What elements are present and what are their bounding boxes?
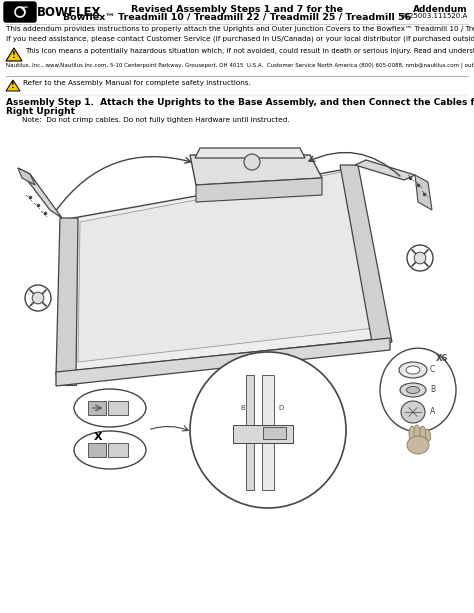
Circle shape (244, 154, 260, 170)
Text: Right Upright: Right Upright (6, 107, 75, 116)
Ellipse shape (401, 401, 425, 423)
Polygon shape (263, 427, 286, 439)
Ellipse shape (400, 383, 426, 397)
Circle shape (32, 292, 44, 304)
Circle shape (407, 245, 433, 271)
Polygon shape (88, 401, 106, 415)
Text: Revised Assembly Steps 1 and 7 for the: Revised Assembly Steps 1 and 7 for the (131, 5, 343, 14)
Circle shape (414, 252, 426, 264)
Text: This icon means a potentially hazardous situation which, if not avoided, could r: This icon means a potentially hazardous … (25, 48, 474, 54)
Text: B: B (430, 386, 435, 395)
Polygon shape (56, 338, 390, 386)
Polygon shape (56, 372, 76, 385)
Text: Refer to the Assembly Manual for complete safety instructions.: Refer to the Assembly Manual for complet… (23, 80, 251, 86)
Polygon shape (190, 155, 322, 185)
Ellipse shape (420, 426, 426, 440)
Text: B: B (240, 405, 245, 411)
Polygon shape (18, 168, 62, 218)
Ellipse shape (407, 436, 429, 454)
Polygon shape (6, 80, 20, 91)
Polygon shape (196, 178, 322, 202)
Ellipse shape (74, 431, 146, 469)
Polygon shape (108, 443, 128, 457)
Text: !: ! (11, 82, 15, 91)
Ellipse shape (399, 362, 427, 378)
Text: Assembly Step 1.  Attach the Uprights to the Base Assembly, and then Connect the: Assembly Step 1. Attach the Uprights to … (6, 98, 474, 107)
Polygon shape (340, 165, 392, 342)
Ellipse shape (425, 429, 431, 441)
Ellipse shape (406, 366, 420, 374)
Polygon shape (233, 425, 293, 443)
Polygon shape (18, 168, 35, 185)
Polygon shape (108, 401, 128, 415)
FancyBboxPatch shape (4, 2, 36, 22)
Polygon shape (355, 160, 415, 180)
Polygon shape (246, 375, 254, 490)
Text: If you need assistance, please contact Customer Service (if purchased in US/Cana: If you need assistance, please contact C… (6, 35, 474, 42)
Text: Nautilus, Inc., www.Nautilus Inc.com, 5-10 Centerpoint Parkway, Grouseport, OH 4: Nautilus, Inc., www.Nautilus Inc.com, 5-… (6, 63, 474, 69)
Polygon shape (60, 168, 388, 372)
Ellipse shape (409, 426, 415, 440)
Polygon shape (88, 443, 106, 457)
Polygon shape (415, 175, 432, 210)
Text: X6: X6 (436, 354, 448, 363)
Text: Note:  Do not crimp cables. Do not fully tighten Hardware until instructed.: Note: Do not crimp cables. Do not fully … (22, 117, 290, 123)
Polygon shape (195, 148, 305, 158)
Ellipse shape (407, 387, 419, 394)
Polygon shape (6, 48, 22, 61)
Text: !: ! (12, 51, 16, 61)
Text: D: D (278, 405, 283, 411)
Ellipse shape (74, 389, 146, 427)
Text: C: C (430, 365, 435, 375)
Circle shape (190, 352, 346, 508)
Polygon shape (78, 172, 375, 362)
Text: X: X (94, 432, 102, 442)
Circle shape (25, 285, 51, 311)
Text: A: A (430, 408, 435, 416)
Ellipse shape (380, 348, 456, 432)
Polygon shape (56, 218, 78, 375)
Text: BOWFLEX: BOWFLEX (37, 6, 101, 18)
Ellipse shape (414, 425, 420, 439)
Text: 8025003.111520.A: 8025003.111520.A (401, 13, 468, 19)
Text: Bowflex™ Treadmill 10 / Treadmill 22 / Treadmill 25 / Treadmill 56: Bowflex™ Treadmill 10 / Treadmill 22 / T… (63, 13, 411, 22)
Polygon shape (262, 375, 274, 490)
Text: This addendum provides instructions to properly attach the Uprights and Outer Ju: This addendum provides instructions to p… (6, 26, 474, 32)
Text: Addendum: Addendum (413, 5, 468, 14)
